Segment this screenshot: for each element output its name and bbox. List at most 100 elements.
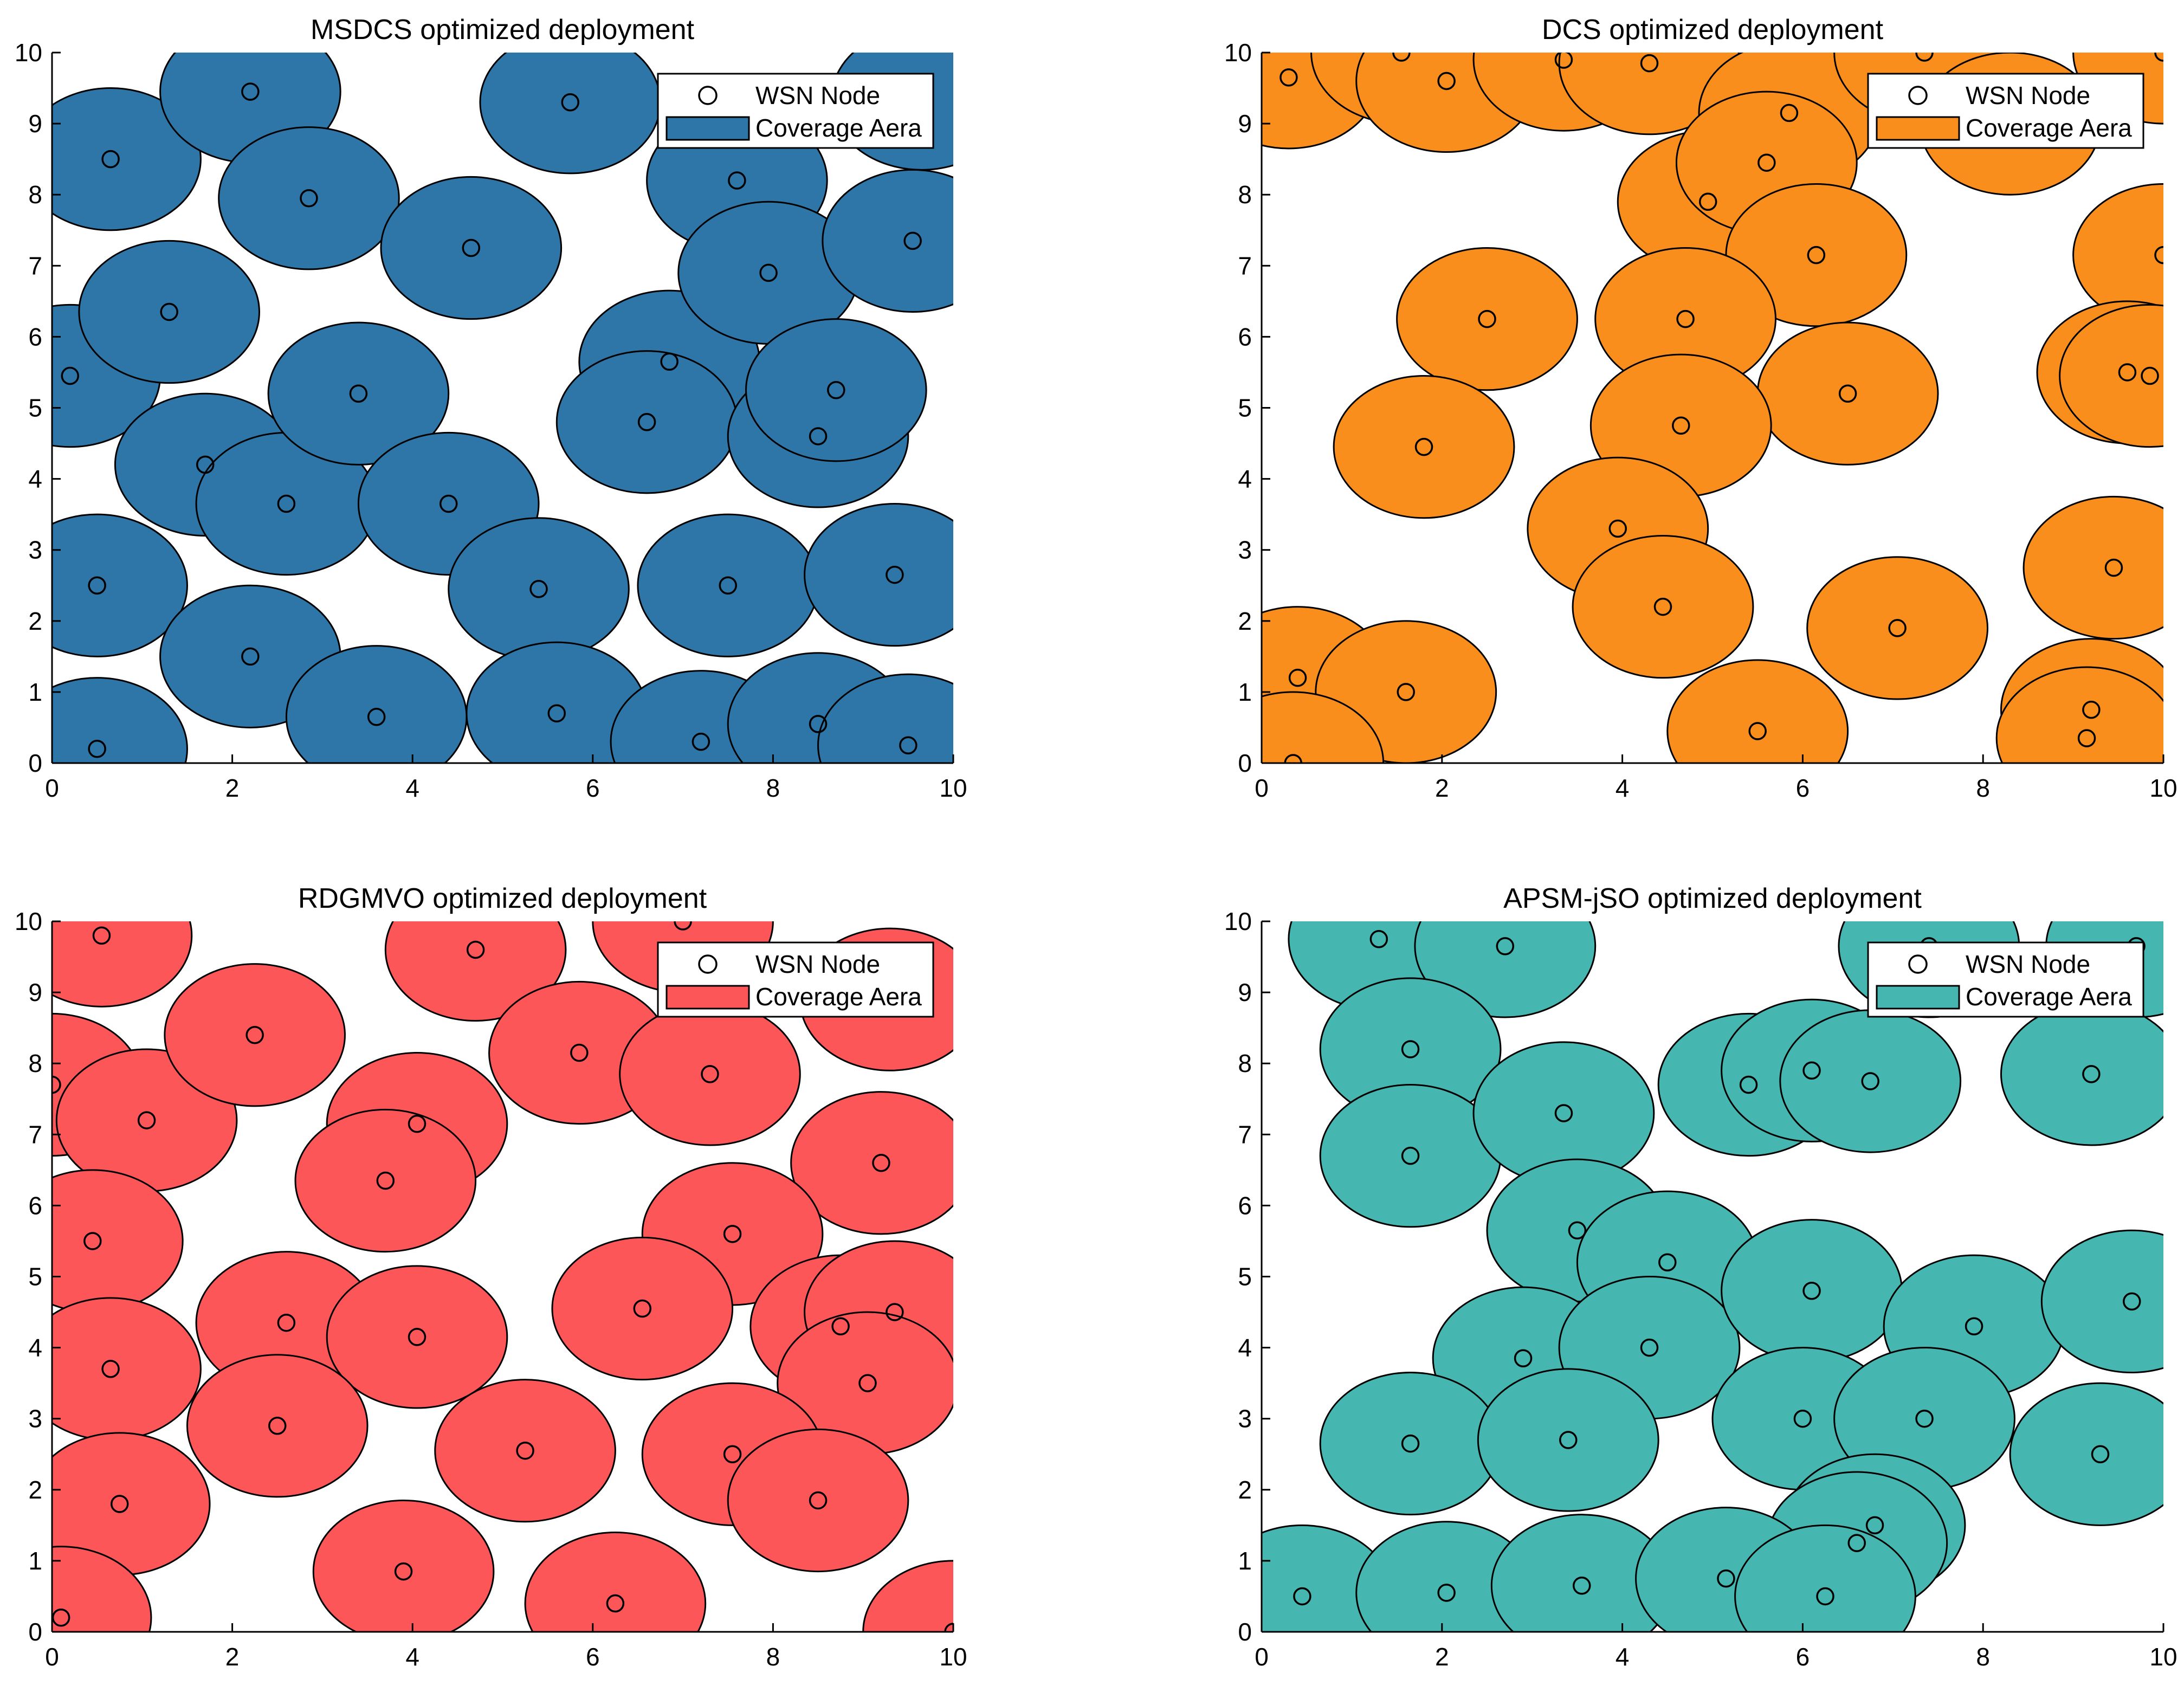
legend-node-marker bbox=[698, 86, 718, 105]
wsn-node bbox=[1478, 309, 1496, 328]
x-tick-label: 10 bbox=[939, 1643, 967, 1671]
legend-label-coverage: Coverage Aera bbox=[755, 114, 922, 142]
wsn-node bbox=[1554, 1104, 1573, 1122]
wsn-node bbox=[1401, 1040, 1420, 1058]
y-tick-label: 2 bbox=[28, 1476, 42, 1504]
wsn-node bbox=[376, 1171, 395, 1190]
y-tick-label: 7 bbox=[1238, 251, 1252, 280]
wsn-node bbox=[101, 150, 120, 169]
wsn-node bbox=[1401, 1434, 1420, 1453]
coverage-area bbox=[380, 176, 563, 320]
y-tick-label: 2 bbox=[1238, 607, 1252, 635]
chart-panel-msdcs: MSDCS optimized deployment 0 2 4 6 8 10 0 1 2 3 4 5… bbox=[15, 14, 967, 802]
wsn-node bbox=[92, 926, 111, 945]
coverage-area bbox=[2059, 303, 2163, 448]
coverage-area bbox=[637, 513, 819, 657]
y-tick-label: 8 bbox=[28, 1049, 42, 1077]
y-tick-label: 5 bbox=[1238, 1263, 1252, 1291]
wsn-node bbox=[110, 1495, 129, 1513]
wsn-node bbox=[83, 1232, 102, 1250]
wsn-node bbox=[633, 1299, 652, 1318]
coverage-area bbox=[78, 240, 260, 384]
x-tick-label: 0 bbox=[45, 1643, 59, 1671]
wsn-node bbox=[1437, 72, 1456, 91]
wsn-node bbox=[1847, 1534, 1866, 1552]
wsn-node bbox=[1816, 1587, 1834, 1606]
wsn-node bbox=[723, 1445, 742, 1463]
coverage-area bbox=[817, 673, 953, 763]
x-tick-label: 6 bbox=[1796, 774, 1810, 802]
wsn-node bbox=[439, 494, 458, 513]
legend: WSN Node Coverage Aera bbox=[657, 941, 934, 1018]
wsn-node bbox=[570, 1043, 589, 1062]
wsn-node bbox=[137, 1111, 156, 1129]
coverage-area bbox=[186, 1354, 369, 1498]
coverage-area bbox=[1262, 691, 1385, 763]
wsn-node bbox=[52, 1609, 70, 1627]
x-tick-label: 2 bbox=[1435, 1643, 1449, 1671]
chart-title: RDGMVO optimized deployment bbox=[298, 883, 707, 914]
x-tick-label: 10 bbox=[939, 774, 967, 802]
coverage-area bbox=[434, 1379, 616, 1523]
x-tick-label: 2 bbox=[225, 1643, 240, 1671]
coverage-area bbox=[285, 645, 468, 763]
x-tick-label: 8 bbox=[766, 774, 780, 802]
coverage-area bbox=[218, 126, 400, 270]
y-tick-label: 9 bbox=[28, 978, 42, 1006]
x-tick-label: 8 bbox=[766, 1643, 780, 1671]
y-tick-label: 2 bbox=[28, 607, 42, 635]
y-tick-label: 8 bbox=[1238, 180, 1252, 209]
x-tick-label: 8 bbox=[1976, 1643, 1990, 1671]
x-tick-label: 10 bbox=[2149, 774, 2177, 802]
wsn-node bbox=[547, 704, 566, 722]
y-tick-label: 7 bbox=[28, 251, 42, 280]
wsn-node bbox=[561, 93, 579, 112]
coverage-area bbox=[619, 1002, 801, 1146]
wsn-node bbox=[1748, 722, 1767, 740]
legend: WSN Node Coverage Aera bbox=[1867, 941, 2144, 1018]
y-tick-label: 10 bbox=[15, 38, 42, 67]
coverage-area bbox=[1806, 556, 1989, 700]
wsn-node bbox=[1653, 597, 1672, 616]
wsn-node bbox=[701, 1065, 719, 1083]
legend: WSN Node Coverage Aera bbox=[657, 73, 934, 149]
coverage-area bbox=[1756, 321, 1939, 466]
coverage-area bbox=[804, 503, 953, 647]
coverage-area bbox=[1477, 1368, 1659, 1512]
wsn-node bbox=[1397, 683, 1415, 701]
chart-title: MSDCS optimized deployment bbox=[311, 14, 695, 46]
wsn-node bbox=[1288, 668, 1307, 687]
wsn-node bbox=[827, 380, 845, 399]
coverage-area bbox=[52, 1297, 202, 1441]
wsn-node bbox=[858, 1374, 877, 1392]
wsn-node bbox=[723, 1225, 742, 1243]
y-tick-label: 5 bbox=[1238, 394, 1252, 422]
wsn-node bbox=[1865, 1516, 1884, 1535]
legend-label-coverage: Coverage Aera bbox=[1966, 114, 2132, 142]
coverage-area bbox=[2040, 1229, 2163, 1373]
y-tick-label: 4 bbox=[28, 1334, 42, 1362]
wsn-node bbox=[52, 1075, 61, 1094]
wsn-node bbox=[1965, 1317, 1983, 1336]
y-tick-label: 8 bbox=[1238, 1049, 1252, 1077]
y-tick-label: 6 bbox=[28, 1191, 42, 1219]
wsn-node bbox=[1739, 1075, 1758, 1094]
x-tick-label: 6 bbox=[1796, 1643, 1810, 1671]
y-tick-label: 9 bbox=[1238, 978, 1252, 1006]
coverage-area bbox=[1666, 659, 1849, 763]
y-tick-label: 5 bbox=[28, 394, 42, 422]
wsn-node bbox=[1401, 1146, 1420, 1165]
chart-title: DCS optimized deployment bbox=[1542, 14, 1884, 46]
wsn-node bbox=[1698, 192, 1717, 211]
wsn-node bbox=[245, 1026, 264, 1044]
x-tick-label: 4 bbox=[1616, 774, 1630, 802]
y-tick-label: 1 bbox=[1238, 678, 1252, 706]
chart-panel-rdgmvo: RDGMVO optimized deployment 0 2 4 6 8 10 0 1 2 3 4… bbox=[15, 883, 967, 1671]
axes: 0 2 4 6 8 10 0 1 2 3 4 5 6 7 8 9 10 bbox=[1224, 907, 2177, 1671]
wsn-node bbox=[1672, 416, 1690, 435]
y-tick-label: 1 bbox=[28, 1547, 42, 1575]
legend-label-node: WSN Node bbox=[755, 81, 880, 109]
wsn-node bbox=[408, 1114, 427, 1133]
wsn-node bbox=[692, 732, 710, 751]
